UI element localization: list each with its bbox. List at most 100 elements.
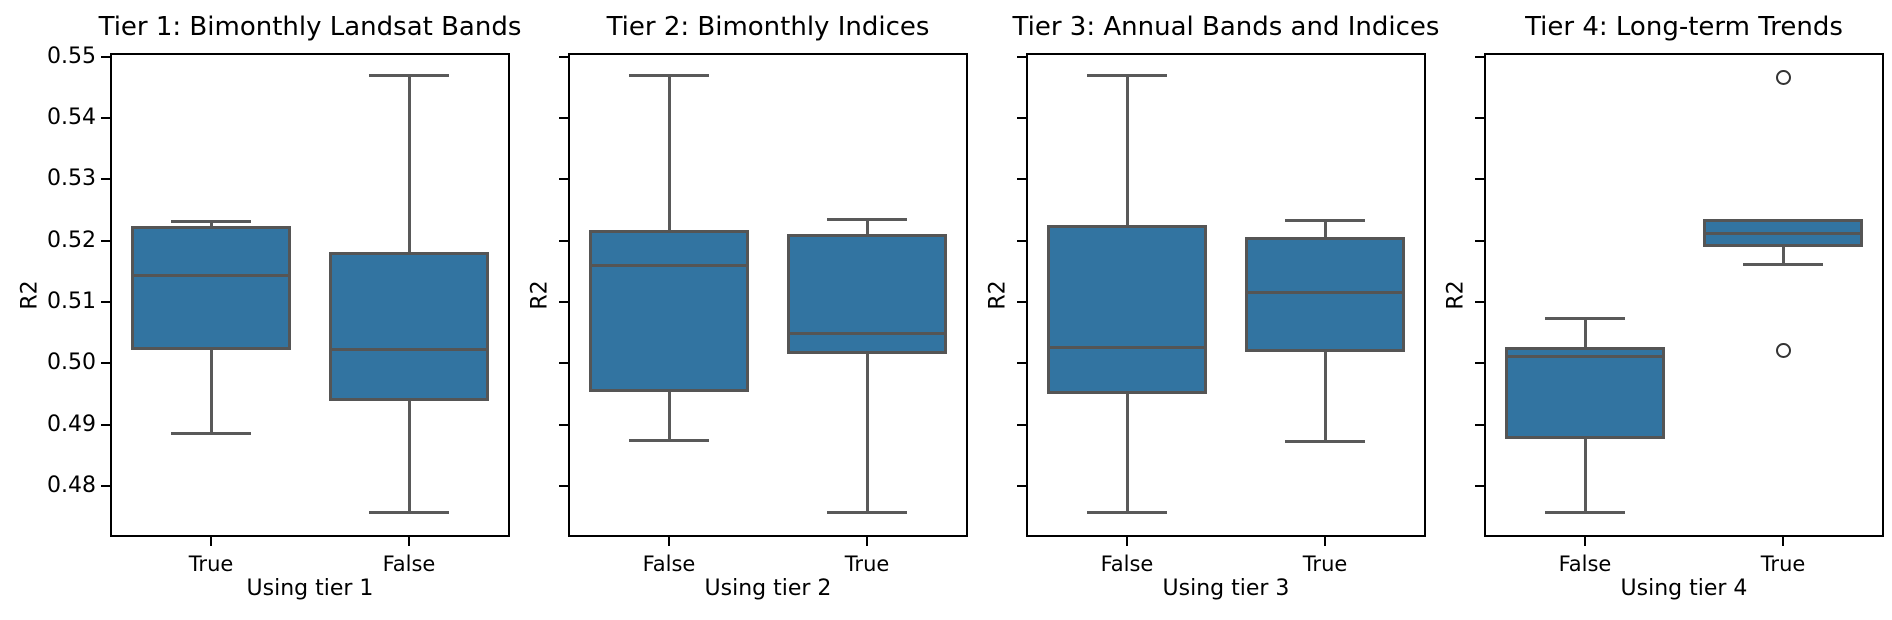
whisker-cap-bottom — [629, 439, 709, 443]
plot-area: 0.55 0.54 0.53 0.52 0.51 0.50 0.49 0.48 — [47, 44, 508, 546]
y-tick-mark — [1475, 178, 1484, 181]
y-tick-mark — [1017, 362, 1026, 365]
median-line — [332, 347, 486, 351]
subplot-tier-1: Tier 1: Bimonthly Landsat Bands R2 0.55 0… — [18, 12, 522, 601]
subplot-title: Tier 2: Bimonthly Indices — [606, 12, 930, 42]
whisker-cap-bottom — [369, 511, 449, 515]
whisker-cap-top — [1087, 74, 1167, 78]
x-tick-label: False — [382, 552, 436, 576]
x-tick-mark — [866, 537, 868, 546]
y-tick-mark — [559, 239, 568, 242]
y-tick-mark — [101, 484, 110, 487]
y-tick-mark — [101, 362, 110, 365]
x-tick-mark — [1324, 537, 1326, 546]
whisker-cap-bottom — [827, 511, 907, 515]
y-tick-mark — [101, 117, 110, 120]
whisker-cap-bottom — [1545, 511, 1625, 515]
median-line — [1706, 231, 1860, 235]
x-tick-mark — [1782, 537, 1784, 546]
y-tick-label: 0.49 — [47, 411, 96, 437]
y-axis-label: R2 — [985, 280, 1011, 310]
x-tick-label: True — [844, 552, 890, 576]
y-tick-mark — [1017, 239, 1026, 242]
whisker-cap-top — [629, 74, 709, 78]
y-tick-mark — [1475, 362, 1484, 365]
y-axis-label: R2 — [527, 280, 553, 310]
whisker-cap-bottom — [1285, 440, 1365, 444]
y-tick-mark — [1475, 55, 1484, 58]
x-axis-label: Using tier 3 — [1162, 576, 1290, 601]
y-tick-mark — [1475, 301, 1484, 304]
y-tick-mark — [101, 55, 110, 58]
y-tick-mark — [101, 239, 110, 242]
whisker-cap-top — [171, 219, 251, 223]
y-axis-label: R2 — [1443, 280, 1469, 310]
y-tick-mark — [559, 55, 568, 58]
y-tick-label: 0.48 — [47, 472, 96, 498]
y-tick-label: 0.50 — [47, 350, 96, 376]
x-axis-label: Using tier 1 — [246, 576, 374, 601]
median-line — [1508, 355, 1662, 359]
y-tick-mark — [1017, 55, 1026, 58]
whisker-cap-bottom — [1087, 511, 1167, 515]
whisker — [865, 219, 869, 513]
whisker-cap-top — [1545, 317, 1625, 321]
subplot-title: Tier 1: Bimonthly Landsat Bands — [98, 12, 522, 42]
y-tick-mark — [1017, 484, 1026, 487]
whisker-cap-top — [1285, 219, 1365, 223]
y-tick-mark — [101, 423, 110, 426]
subplot-tier-3: Tier 3: Annual Bands and Indices R2 Fals… — [986, 12, 1440, 601]
x-tick-label: True — [1302, 552, 1348, 576]
x-tick-mark — [210, 537, 212, 546]
median-line — [790, 332, 944, 336]
x-tick-mark — [1584, 537, 1586, 546]
median-line — [134, 274, 288, 278]
box-false — [1505, 346, 1665, 440]
whisker-cap-bottom — [171, 432, 251, 436]
box-true — [787, 234, 947, 355]
y-tick-mark — [559, 362, 568, 365]
x-tick-mark — [408, 537, 410, 546]
y-tick-mark — [1475, 117, 1484, 120]
y-tick-label: 0.55 — [47, 43, 96, 69]
subplot-title: Tier 3: Annual Bands and Indices — [1012, 12, 1440, 42]
whisker-cap-top — [827, 218, 907, 222]
whisker-cap-bottom — [1743, 263, 1823, 267]
median-line — [1248, 290, 1402, 294]
y-tick-label: 0.53 — [47, 166, 96, 192]
box-true — [131, 226, 291, 350]
y-tick-label: 0.52 — [47, 227, 96, 253]
outlier-point — [1775, 69, 1791, 85]
box-true — [1245, 237, 1405, 352]
y-tick-mark — [559, 423, 568, 426]
x-tick-label: True — [1760, 552, 1806, 576]
outlier-point — [1775, 342, 1791, 358]
box-false — [329, 251, 489, 401]
median-line — [592, 263, 746, 267]
y-tick-mark — [559, 301, 568, 304]
plot-area — [1017, 55, 1424, 546]
y-tick-mark — [1475, 484, 1484, 487]
subplot-title: Tier 4: Long-term Trends — [1525, 12, 1843, 42]
x-tick-mark — [1126, 537, 1128, 546]
x-tick-mark — [668, 537, 670, 546]
y-tick-mark — [1017, 178, 1026, 181]
y-tick-mark — [559, 484, 568, 487]
y-tick-mark — [559, 178, 568, 181]
y-tick-label: 0.54 — [47, 105, 96, 131]
box-false — [1047, 224, 1207, 395]
y-tick-mark — [1017, 301, 1026, 304]
y-tick-mark — [1017, 117, 1026, 120]
x-axis-label: Using tier 4 — [1620, 576, 1748, 601]
plot-area — [1475, 55, 1882, 546]
plot-area — [559, 55, 966, 546]
median-line — [1050, 345, 1204, 349]
box-false — [589, 230, 749, 392]
y-tick-mark — [101, 301, 110, 304]
x-tick-label: False — [1100, 552, 1154, 576]
subplot-tier-4: Tier 4: Long-term Trends R2 False True U… — [1444, 12, 1884, 601]
subplot-tier-2: Tier 2: Bimonthly Indices R2 False True … — [528, 12, 968, 601]
x-tick-label: False — [1558, 552, 1612, 576]
y-tick-mark — [1475, 239, 1484, 242]
